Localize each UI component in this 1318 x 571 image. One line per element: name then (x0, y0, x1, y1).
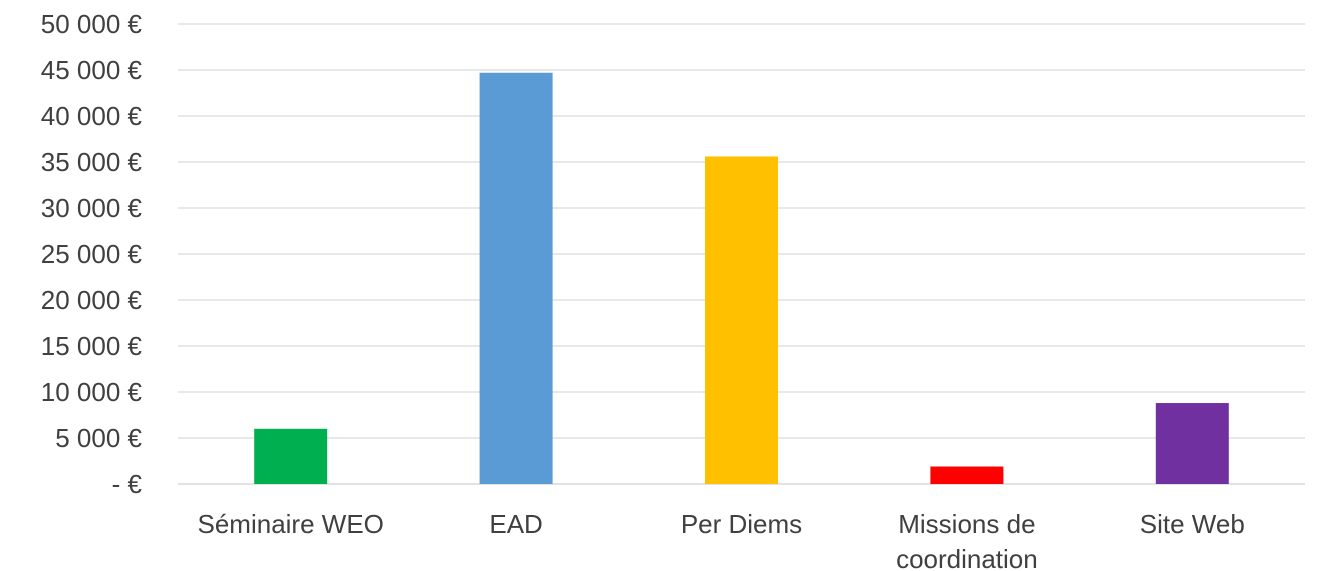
x-axis-ticks: Séminaire WEO EAD Per Diems Missions de coor… (198, 509, 1245, 571)
x-tick-label: Séminaire WEO (198, 509, 384, 539)
y-tick-label: 40 000 € (41, 101, 143, 131)
x-tick-label: EAD (489, 509, 542, 539)
y-axis-ticks: - € 5 000 € 10 000 € 15 000 € 20 000 € 25 000… (41, 9, 143, 499)
bar (705, 156, 778, 485)
y-tick-label: 20 000 € (41, 285, 143, 315)
bar (930, 466, 1004, 484)
y-tick-label: 30 000 € (41, 193, 143, 223)
y-tick-label: 5 000 € (55, 423, 142, 453)
y-tick-label: 45 000 € (41, 55, 143, 85)
y-tick-label: 10 000 € (41, 377, 143, 407)
y-tick-label: - € (112, 469, 143, 499)
y-tick-label: 50 000 € (41, 9, 143, 39)
x-tick-label: Site Web (1140, 509, 1245, 539)
bars (254, 72, 1229, 485)
bar (479, 72, 553, 484)
x-tick-label: Missions de (898, 509, 1035, 539)
bar (1155, 403, 1229, 484)
bar (254, 428, 328, 484)
y-tick-label: 25 000 € (41, 239, 143, 269)
x-tick-label: coordination (896, 544, 1038, 571)
x-tick-label: Per Diems (681, 509, 802, 539)
y-tick-label: 15 000 € (41, 331, 143, 361)
y-tick-label: 35 000 € (41, 147, 143, 177)
